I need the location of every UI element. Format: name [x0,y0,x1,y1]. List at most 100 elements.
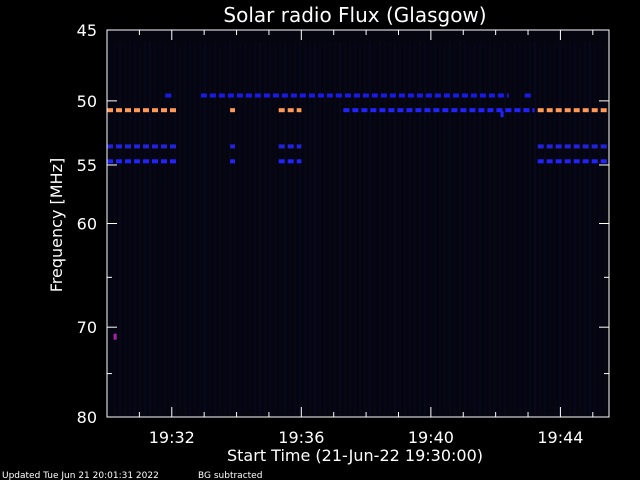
noise-stripe [114,42,116,415]
noise-stripe [379,42,381,415]
noise-stripe [264,42,266,415]
noise-stripe [349,42,351,415]
noise-stripe [169,42,171,415]
band-dash [523,108,530,113]
noise-stripe [414,42,416,415]
noise-stripe [199,42,201,415]
band-dash [296,159,302,164]
noise-stripe [524,42,526,415]
band-dash [532,108,535,113]
noise-stripe [224,42,226,415]
noise-stripe [434,42,436,415]
band-dash [506,93,509,98]
band-dash [343,108,350,113]
band-dash [161,144,167,149]
y-tick-label: 45 [77,21,97,40]
noise-stripe [589,42,591,415]
band-dash [564,159,571,164]
band-dash [143,108,149,113]
band-dash [353,93,360,98]
band-dash [573,144,580,149]
band-dash [488,93,495,98]
band-dash [152,159,158,164]
band-dash [582,144,589,149]
noise-stripe [464,42,466,415]
noise-stripe [564,42,566,415]
band-dash [116,159,122,164]
band-dash [125,159,131,164]
y-tick-label: 50 [77,92,97,111]
noise-stripe [194,42,196,415]
noise-stripe [289,42,291,415]
band-dash [425,93,432,98]
noise-stripe [344,42,346,415]
noise-stripe [149,42,151,415]
band-dash [143,159,149,164]
band-dash [379,108,386,113]
time-stripes [109,42,606,415]
noise-stripe [489,42,491,415]
noise-stripe [364,42,366,415]
band-dash [424,108,431,113]
band-dash [600,108,607,113]
band-dash [272,93,279,98]
noise-stripe [299,42,301,415]
band-dash [125,108,131,113]
noise-stripe [444,42,446,415]
band-dash [230,108,235,113]
noise-stripe [294,42,296,415]
noise-stripe [579,42,581,415]
band-dash [218,93,225,98]
x-axis-label: Start Time (21-Jun-22 19:30:00) [227,446,483,465]
noise-stripe [529,42,531,415]
band-dash [388,108,395,113]
band-dash [287,159,294,164]
noise-stripe [129,42,131,415]
x-axis: 19:32 19:36 19:40 19:44 [106,30,594,447]
bg-subtracted-note: BG subtracted [198,471,262,480]
noise-stripe [144,42,146,415]
band-dash [287,108,294,113]
band-dash [397,108,404,113]
noise-stripe [204,42,206,415]
band-dash [434,93,441,98]
noise-stripe [249,42,251,415]
noise-stripe [119,42,121,415]
noise-stripe [419,42,421,415]
band-dash [152,108,158,113]
band-dash [461,93,468,98]
band-dash [460,108,467,113]
noise-stripe [509,42,511,415]
band-dash [537,144,544,149]
noise-stripe [209,42,211,415]
noise-stripe [244,42,246,415]
band-dash [600,144,607,149]
band-dash [591,108,598,113]
noise-stripe [159,42,161,415]
band-dash [296,144,302,149]
band-dash [161,108,167,113]
band-dash [380,93,387,98]
band-dash [107,108,113,113]
band-dash [573,159,580,164]
band-dash [227,93,234,98]
band-dash [287,144,294,149]
noise-stripe [259,42,261,415]
noise-stripe [584,42,586,415]
y-axis: 45 50 55 60 70 80 [77,21,609,427]
band-dash [524,93,531,98]
band-dash [209,93,216,98]
noise-stripe [239,42,241,415]
noise-stripe [504,42,506,415]
x-tick-label: 19:44 [537,428,583,447]
band-dash [537,159,544,164]
noise-stripe [134,42,136,415]
band-dash [278,144,285,149]
noise-stripe [429,42,431,415]
noise-stripe [399,42,401,415]
noise-stripe [304,42,306,415]
band-dash [452,93,459,98]
noise-stripe [234,42,236,415]
noise-stripe [449,42,451,415]
